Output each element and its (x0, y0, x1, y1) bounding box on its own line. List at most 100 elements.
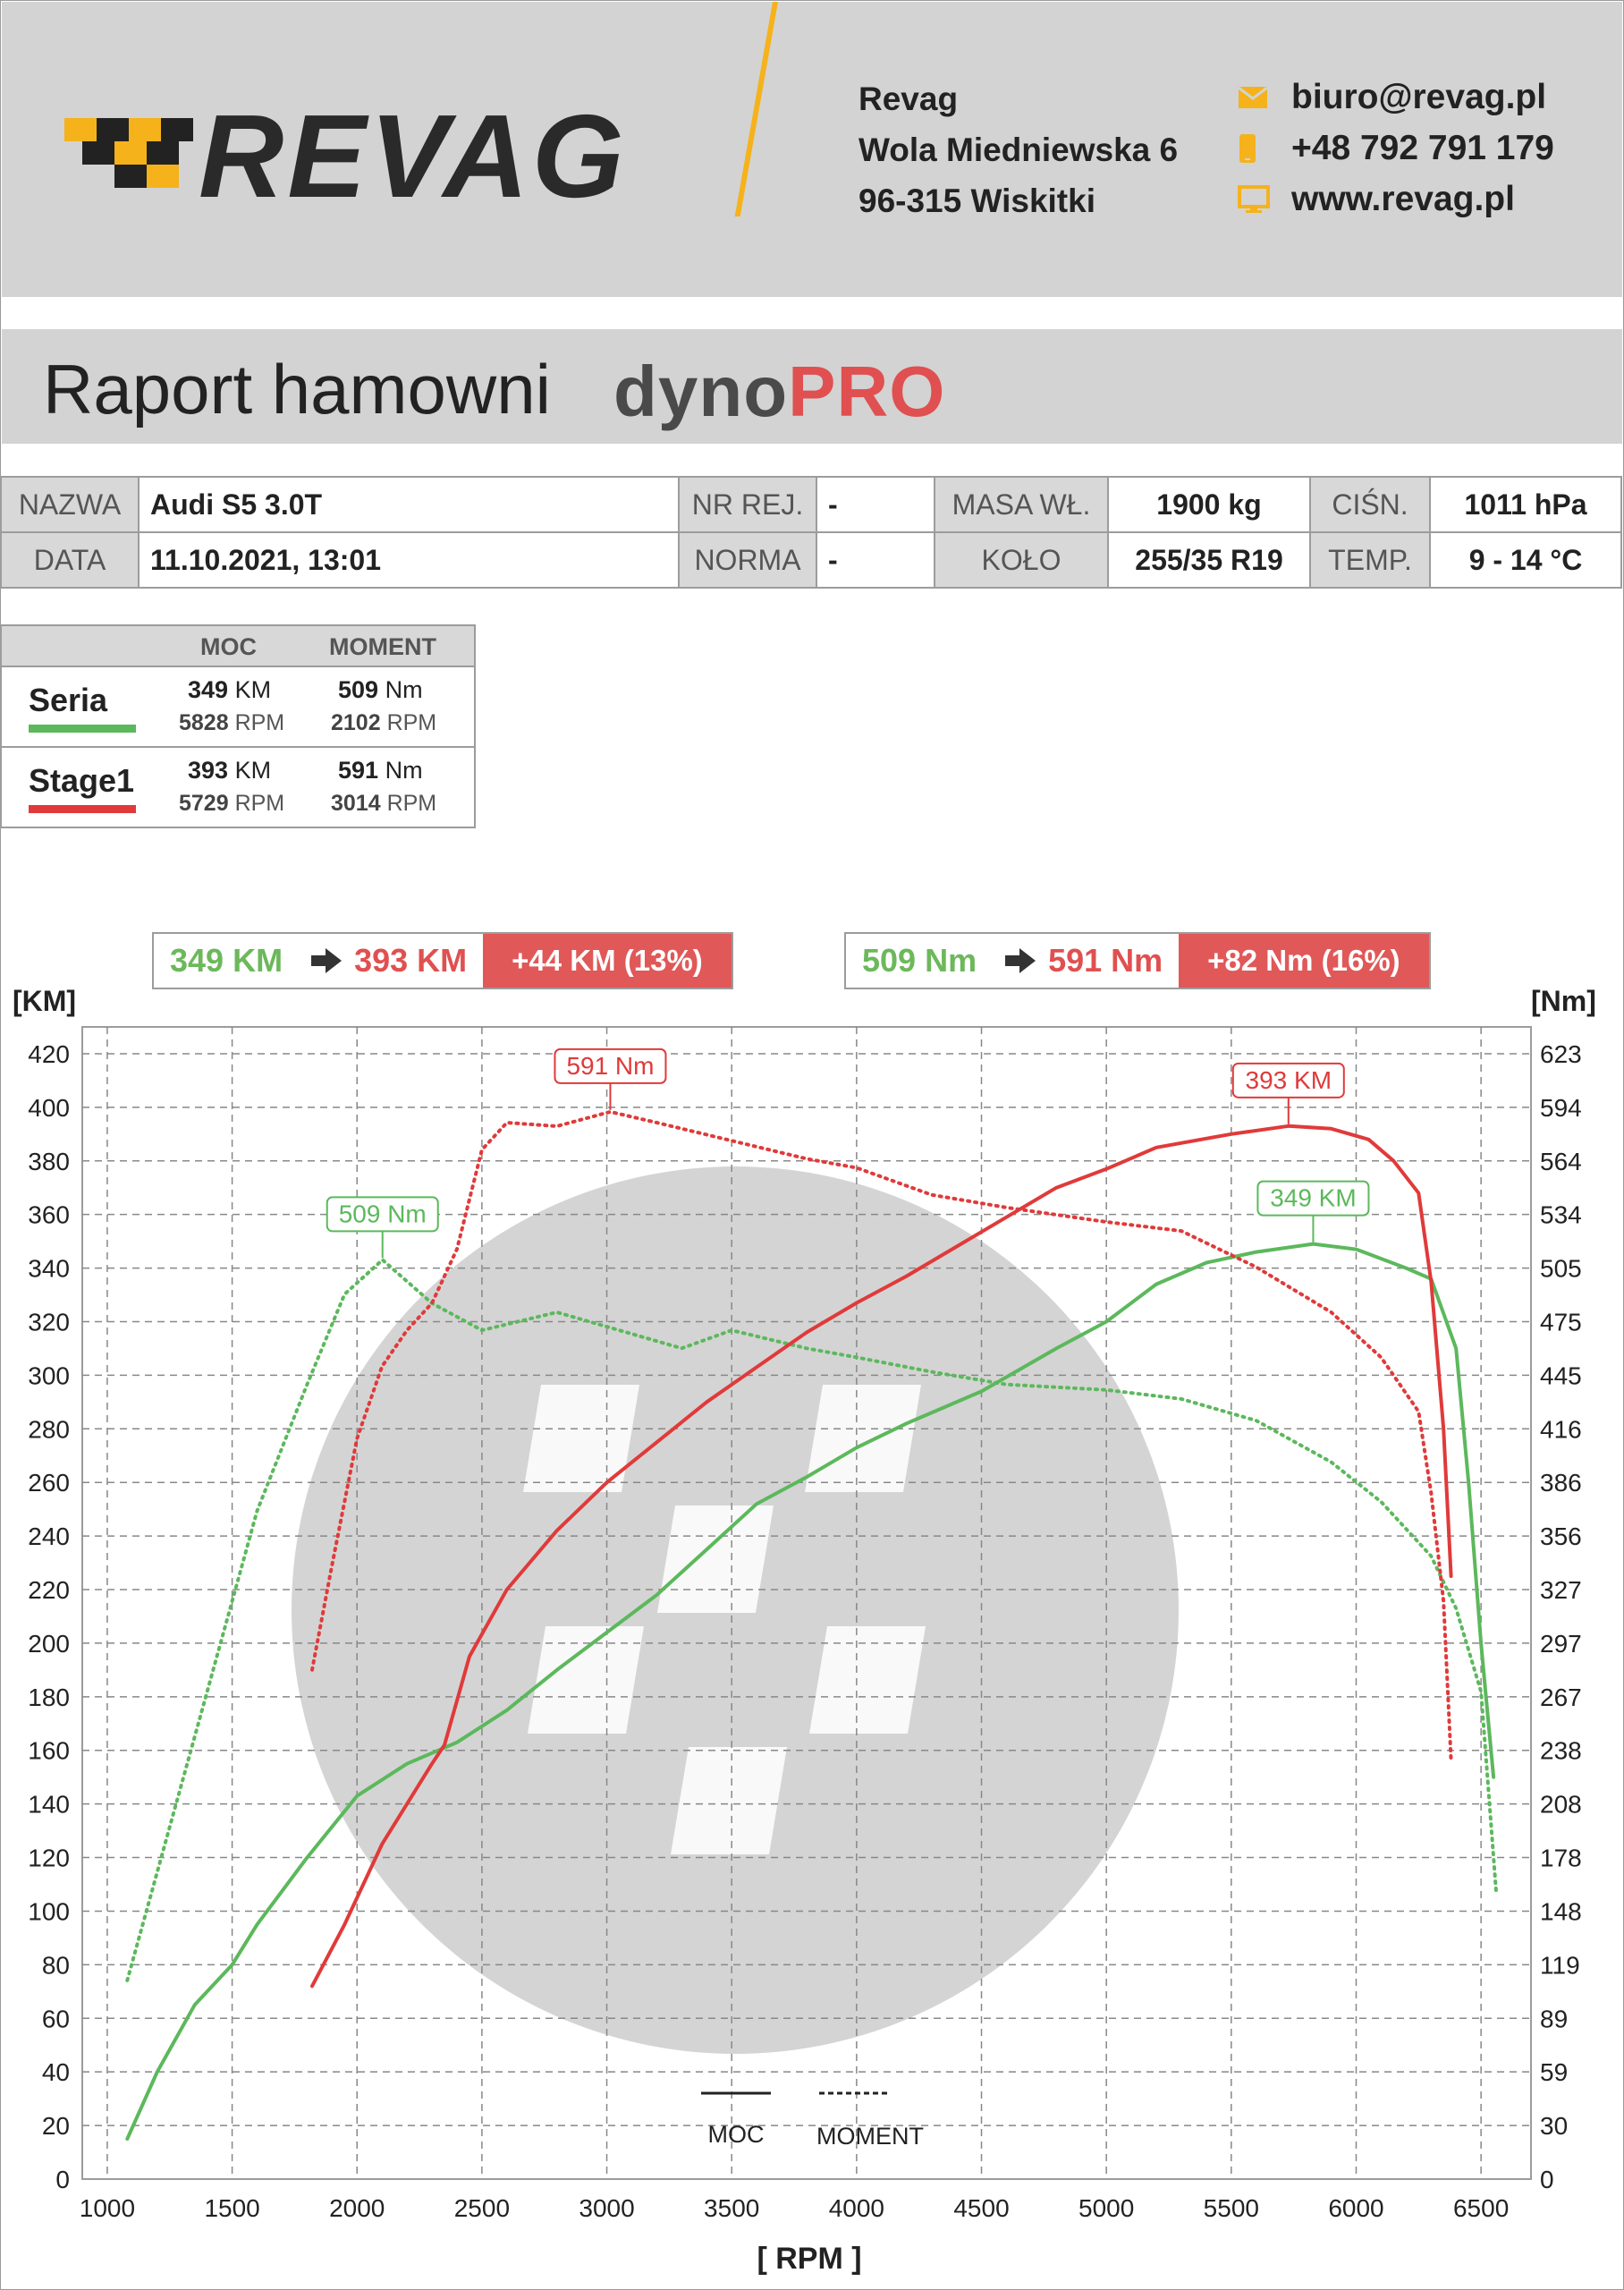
x-tick-label: 6500 (1453, 2194, 1509, 2222)
max-torque: 591 Nm (338, 757, 423, 785)
y-tick-label-left: 320 (28, 1308, 70, 1336)
annotation-box (326, 1196, 439, 1233)
product-logo: dynoPRO (613, 351, 945, 433)
rpm-value: 5729 (179, 791, 229, 816)
watermark-square (528, 1626, 644, 1734)
monitor-icon (1238, 184, 1291, 214)
x-tick-label: 3000 (579, 2194, 634, 2222)
x-axis-label: [ RPM ] (757, 2242, 861, 2276)
info-label: CIŚN. (1309, 476, 1431, 533)
torque-summary: 509 Nm 591 Nm +82 Nm (16%) (844, 932, 1431, 989)
y-tick-label-right: 119 (1540, 1951, 1580, 1979)
max-power: 349 KM (188, 676, 271, 704)
phone-row[interactable]: +48 792 791 179 (1238, 123, 1554, 174)
dyno-chart: 0 0 20 30 40 59 60 89 80 119 100 148 120 178 140 208 160… (13, 985, 1596, 2276)
max-torque-rpm: 3014 RPM (331, 791, 436, 817)
y-tick-label-left: 40 (42, 2058, 70, 2086)
legend-header-power: MOC (200, 633, 257, 660)
y-tick-label-right: 534 (1540, 1201, 1582, 1229)
max-power-value: 349 (188, 676, 229, 703)
company-address: Revag Wola Miedniewska 6 96-315 Wiskitki (859, 73, 1178, 226)
watermark-square (809, 1626, 926, 1734)
norm-value: - (816, 531, 935, 589)
max-power: 393 KM (188, 757, 271, 785)
x-tick-label: 1500 (204, 2194, 259, 2222)
rpm-value: 2102 (331, 710, 381, 735)
y-tick-label-left: 60 (42, 2005, 70, 2032)
y-axis-label-right: [Nm] (1531, 985, 1596, 1017)
y-tick-label-left: 80 (42, 1951, 70, 1979)
email-row[interactable]: biuro@revag.pl (1238, 72, 1554, 123)
address-line: Revag (859, 81, 959, 117)
address-line: Wola Miedniewska 6 (859, 131, 1179, 168)
y-tick-label-right: 564 (1540, 1148, 1582, 1175)
vehicle-info-table: NAZWA Audi S5 3.0T NR REJ. - MASA WŁ. 19… (0, 476, 1622, 589)
y-tick-label-left: 100 (28, 1897, 70, 1925)
y-tick-label-left: 200 (28, 1630, 70, 1658)
series-line-stage1-moment (310, 1109, 1453, 1762)
legend-row-stage1: Stage1 393 KM 5729 RPM 591 Nm 3014 RPM (2, 746, 474, 827)
y-tick-label-left: 0 (55, 2166, 70, 2193)
y-tick-label-right: 475 (1540, 1308, 1582, 1336)
info-label: TEMP. (1309, 531, 1431, 589)
brand-name: REVAG (199, 100, 628, 208)
max-power-value: 393 (188, 757, 229, 784)
max-torque: 509 Nm (338, 676, 423, 704)
torque-after: 591 Nm (1048, 942, 1163, 979)
unit-label: RPM (386, 710, 437, 735)
wheel-value: 255/35 R19 (1107, 531, 1311, 589)
x-tick-label: 6000 (1328, 2194, 1383, 2222)
info-label: NORMA (678, 531, 817, 589)
x-tick-label: 2000 (329, 2194, 385, 2222)
y-tick-label-right: 297 (1540, 1630, 1582, 1658)
annotation-box (554, 1047, 667, 1084)
max-torque-rpm: 2102 RPM (331, 710, 436, 736)
y-tick-label-right: 178 (1540, 1845, 1582, 1872)
y-tick-label-right: 445 (1540, 1361, 1582, 1389)
y-tick-label-left: 20 (42, 2112, 70, 2140)
y-tick-label-right: 30 (1540, 2112, 1568, 2140)
y-tick-label-left: 240 (28, 1522, 70, 1550)
phone-link[interactable]: +48 792 791 179 (1291, 129, 1554, 167)
website-link[interactable]: www.revag.pl (1291, 180, 1515, 218)
x-tick-label: 4000 (829, 2194, 884, 2222)
title-bar (2, 329, 1622, 444)
legend-dotted-label: MOMENT (816, 2123, 924, 2150)
y-tick-label-right: 327 (1540, 1576, 1582, 1604)
power-after: 393 KM (354, 942, 468, 979)
y-tick-label-right: 267 (1540, 1684, 1582, 1711)
y-tick-label-right: 386 (1540, 1469, 1582, 1497)
annotation-label: 509 Nm (339, 1200, 427, 1227)
y-tick-label-left: 280 (28, 1415, 70, 1443)
watermark-square (657, 1505, 774, 1613)
arrow-right-icon (299, 934, 354, 988)
y-tick-label-left: 340 (28, 1255, 70, 1283)
legend-solid-label: MOC (708, 2121, 765, 2148)
checkered-flag-icon (64, 118, 193, 188)
legend-header: MOC MOMENT (2, 626, 474, 666)
arrow-right-icon (993, 934, 1048, 988)
y-tick-label-left: 220 (28, 1576, 70, 1604)
email-link[interactable]: biuro@revag.pl (1291, 78, 1547, 116)
watermark-square (805, 1385, 921, 1492)
y-tick-label-left: 400 (28, 1094, 70, 1122)
info-label: NAZWA (0, 476, 140, 533)
series-swatch (29, 725, 136, 733)
results-legend: MOC MOMENT Seria 349 KM 5828 RPM 509 Nm … (0, 624, 476, 828)
series-name: Stage1 (29, 762, 135, 799)
y-tick-label-right: 238 (1540, 1737, 1582, 1765)
website-row[interactable]: www.revag.pl (1238, 174, 1554, 225)
vehicle-name: Audi S5 3.0T (138, 476, 680, 533)
info-label: KOŁO (934, 531, 1109, 589)
info-row: DATA 11.10.2021, 13:01 NORMA - KOŁO 255/… (0, 531, 1622, 589)
watermark-square (671, 1747, 787, 1854)
power-before: 349 KM (170, 942, 283, 979)
address-line: 96-315 Wiskitki (859, 182, 1095, 219)
pressure-value: 1011 hPa (1429, 476, 1622, 533)
x-tick-label: 1000 (80, 2194, 135, 2222)
y-tick-label-right: 594 (1540, 1094, 1582, 1122)
y-tick-label-left: 360 (28, 1201, 70, 1229)
y-tick-label-left: 260 (28, 1469, 70, 1497)
y-tick-label-right: 89 (1540, 2005, 1568, 2032)
y-tick-label-right: 623 (1540, 1040, 1582, 1068)
